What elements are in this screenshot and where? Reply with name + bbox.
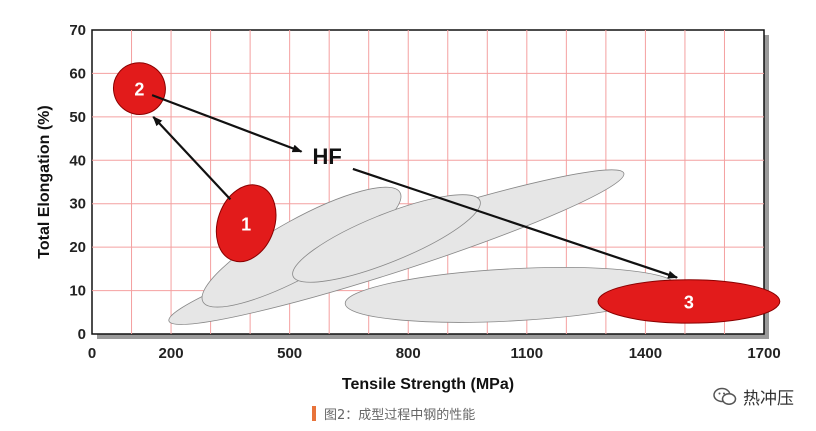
arrow bbox=[352, 167, 678, 279]
x-tick-label: 1400 bbox=[629, 345, 662, 362]
region-ellipse-2 bbox=[112, 62, 166, 115]
region-label-2: 2 bbox=[134, 80, 144, 100]
y-tick-label: 50 bbox=[69, 109, 86, 126]
y-tick-label: 40 bbox=[69, 152, 86, 169]
x-tick-label: 500 bbox=[277, 345, 302, 362]
y-axis-label: Total Elongation (%) bbox=[36, 105, 53, 258]
region-ellipse-1 bbox=[215, 184, 277, 263]
y-tick-label: 20 bbox=[69, 239, 86, 256]
region-ellipse-gray bbox=[292, 194, 481, 283]
y-tick-label: 60 bbox=[69, 65, 86, 82]
region-1: 1 bbox=[215, 184, 277, 263]
region-ellipse-3 bbox=[597, 279, 781, 324]
region-2: 2 bbox=[112, 62, 166, 115]
caption-text: 图2：成型过程中钢的性能 bbox=[324, 408, 476, 423]
y-tick-label: 10 bbox=[69, 283, 86, 300]
y-tick-label: 70 bbox=[69, 22, 86, 39]
x-tick-label: 200 bbox=[159, 345, 184, 362]
region-gray bbox=[292, 194, 481, 283]
chart: 1 2 3 HF 0 200 500 800 1100 1400 1700 0 10 20 30 40 50… bbox=[36, 22, 781, 393]
caption-accent-bar bbox=[312, 406, 316, 421]
region-label-1: 1 bbox=[241, 214, 251, 234]
arrow bbox=[151, 94, 303, 153]
watermark: 热冲压 bbox=[713, 384, 794, 409]
figure-caption: 图2：成型过程中钢的性能 bbox=[312, 404, 475, 423]
x-axis-label: Tensile Strength (MPa) bbox=[342, 376, 514, 393]
y-tick-label: 0 bbox=[78, 326, 86, 343]
x-tick-label: 800 bbox=[396, 345, 421, 362]
annotation-label: HF bbox=[313, 144, 342, 169]
region-3: 3 bbox=[597, 279, 781, 324]
watermark-text: 热冲压 bbox=[743, 389, 794, 409]
region-label-3: 3 bbox=[684, 292, 694, 312]
wechat-icon bbox=[713, 387, 737, 405]
x-tick-label: 1700 bbox=[747, 345, 780, 362]
arrow bbox=[152, 116, 232, 201]
x-tick-label: 0 bbox=[88, 345, 96, 362]
x-tick-label: 1100 bbox=[511, 345, 544, 362]
y-tick-label: 30 bbox=[69, 196, 86, 213]
